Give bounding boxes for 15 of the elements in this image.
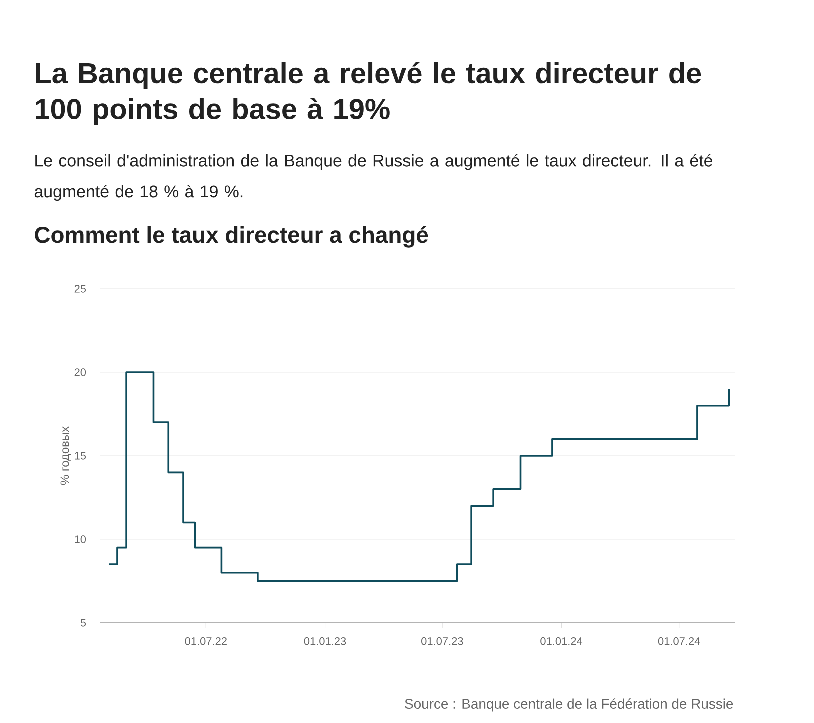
x-tick-label: 01.07.22 xyxy=(185,638,227,646)
y-tick-label: 10 xyxy=(75,536,86,544)
y-axis-title: % годовых xyxy=(60,426,72,486)
y-tick-label: 20 xyxy=(74,368,86,376)
x-tick-label: 01.01.23 xyxy=(304,638,346,646)
y-tick-label: 15 xyxy=(75,452,86,460)
chart-subtitle: Le conseil d'administration de la Banque de Russie a augmenté le taux directeur. Il a été augmenté de 18 % à 19 %. xyxy=(34,154,713,202)
x-tick-label: 01.07.23 xyxy=(422,638,464,646)
x-tick-label: 01.01.24 xyxy=(540,638,583,646)
source-note: Source : Banque centrale de la Fédération de Russie xyxy=(405,698,734,712)
y-tick-label: 5 xyxy=(80,619,86,627)
x-tick-label: 01.07.24 xyxy=(658,638,700,646)
text: Comment le taux directeur a changé xyxy=(35,226,428,248)
y-tick-label: 25 xyxy=(74,285,86,293)
chart-title: La Banque centrale a relevé le taux directeur de 100 points de base à 19% xyxy=(36,62,702,126)
